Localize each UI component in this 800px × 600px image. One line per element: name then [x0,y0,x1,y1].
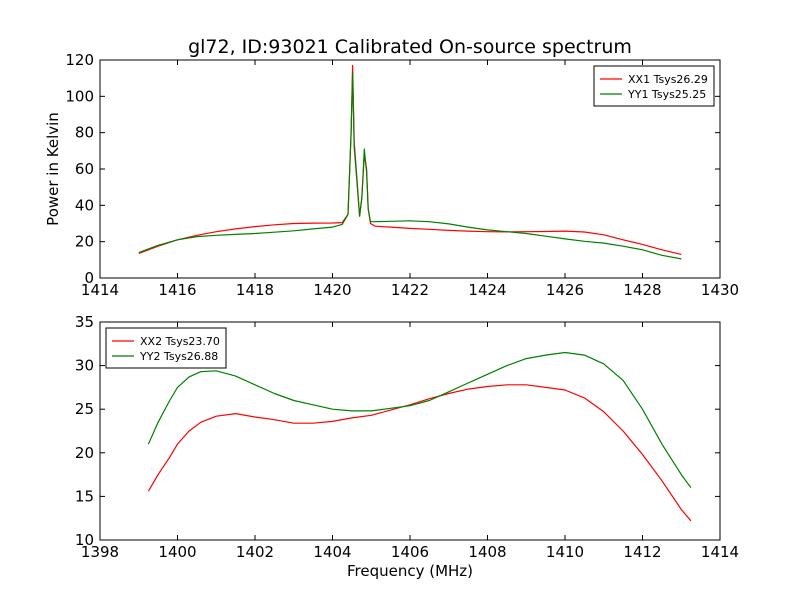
bottom-plot-x-tick-label: 1406 [391,543,429,561]
bottom-plot-x-tick-label: 1408 [468,543,506,561]
top-plot-y-tick-label: 100 [65,87,94,105]
bottom-plot-x-tick-label: 1412 [623,543,661,561]
top-plot-legend-label: XX1 Tsys26.29 [628,73,708,86]
bottom-plot-x-tick-label: 1400 [158,543,196,561]
bottom-plot-legend-label: YY2 Tsys26.88 [139,350,218,363]
top-plot-x-tick-label: 1416 [158,281,196,299]
top-plot: 1414 1416 1418 1420 1422 1424 1426 1428 1430 0 20 4… [44,51,739,299]
bottom-plot-x-tick-label: 1414 [701,543,739,561]
bottom-plot-y-tick-label: 20 [75,444,94,462]
bottom-plot-x-tick-label: 1404 [313,543,351,561]
bottom-plot-y-tick-label: 35 [75,313,94,331]
bottom-plot-y-tick-label: 15 [75,487,94,505]
top-plot-legend-box [593,65,715,107]
top-plot-y-tick-label: 20 [75,233,94,251]
top-plot-series-2-line [138,72,682,260]
top-plot-y-tick-label: 40 [75,196,94,214]
top-plot-x-tick-label: 1430 [701,281,739,299]
bottom-plot-x-tick-label: 1398 [81,543,119,561]
bottom-plot-y-tick-label: 30 [75,357,94,375]
bottom-plot-legend-box [105,327,227,369]
top-plot-x-tick-label: 1428 [623,281,661,299]
bottom-plot-series-2-line [147,351,692,489]
bottom-plot-series-1-line [147,384,692,522]
top-plot-legend-label: YY1 Tsys25.25 [627,88,706,101]
bottom-plot-y-tick-label: 10 [75,531,94,549]
bottom-plot-x-axis-label: Frequency (MHz) [347,562,473,580]
top-plot-x-tick-label: 1424 [468,281,506,299]
bottom-plot-x-tick-label: 1402 [236,543,274,561]
top-plot-y-tick-label: 60 [75,160,94,178]
bottom-plot: 1398 1400 1402 1404 1406 1408 1410 1412 1414 10 15… [75,313,739,580]
top-plot-x-tick-label: 1418 [236,281,274,299]
bottom-plot-x-tick-label: 1410 [546,543,584,561]
top-plot-x-tick-label: 1422 [391,281,429,299]
top-plot-x-tick-label: 1426 [546,281,584,299]
top-plot-x-tick-label: 1414 [81,281,119,299]
top-plot-y-tick-label: 80 [75,124,94,142]
chart-title: gl72, ID:93021 Calibrated On-source spec… [188,36,632,58]
top-plot-y-tick-label: 120 [65,51,94,69]
top-plot-x-tick-label: 1420 [313,281,351,299]
top-plot-y-axis-label: Power in Kelvin [44,112,62,226]
top-plot-y-tick-label: 0 [84,269,94,287]
bottom-plot-y-tick-label: 25 [75,400,94,418]
bottom-plot-legend-label: XX2 Tsys23.70 [140,335,220,348]
